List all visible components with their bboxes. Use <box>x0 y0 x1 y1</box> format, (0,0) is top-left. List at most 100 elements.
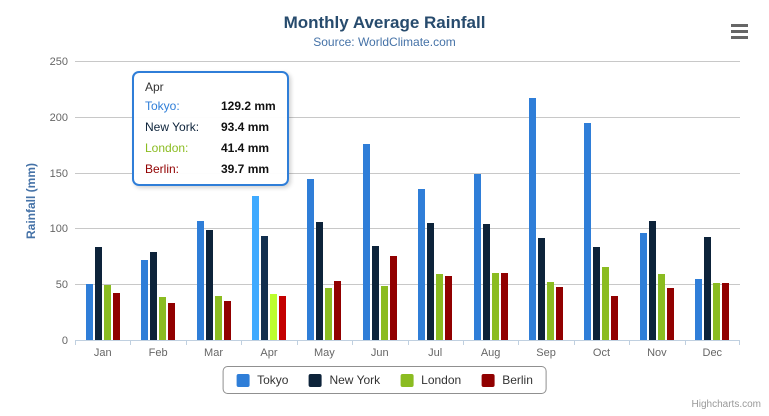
bar-new-york[interactable] <box>205 230 213 340</box>
legend-item-berlin[interactable]: Berlin <box>481 373 533 387</box>
bar-berlin[interactable] <box>168 303 176 340</box>
bar-london[interactable] <box>380 286 388 340</box>
bar-berlin[interactable] <box>112 293 120 340</box>
category-group-aug <box>463 62 518 340</box>
bar-tokyo[interactable] <box>473 174 481 340</box>
x-category-label: Sep <box>536 347 556 359</box>
bar-london[interactable] <box>547 282 555 340</box>
bar-london[interactable] <box>602 267 610 340</box>
bar-london[interactable] <box>269 294 277 340</box>
bar-tokyo[interactable] <box>418 189 426 340</box>
bar-berlin[interactable] <box>445 276 453 340</box>
bar-berlin[interactable] <box>500 273 508 340</box>
bar-new-york[interactable] <box>427 223 435 340</box>
legend-item-new-york[interactable]: New York <box>308 373 380 387</box>
category-group-jun <box>352 62 407 340</box>
bar-berlin[interactable] <box>223 301 231 340</box>
y-tick-label: 0 <box>61 335 68 347</box>
category-group-jul <box>408 62 463 340</box>
x-tick-mark <box>130 340 131 345</box>
tooltip-series-name: Tokyo: <box>145 99 180 113</box>
bar-tokyo[interactable] <box>529 98 537 340</box>
category-group-nov <box>629 62 684 340</box>
bar-new-york[interactable] <box>94 247 102 340</box>
legend-item-london[interactable]: London <box>400 373 461 387</box>
bar-tokyo[interactable] <box>362 144 370 340</box>
x-tick-mark <box>739 340 740 345</box>
x-tick-mark <box>463 340 464 345</box>
x-category-label: Oct <box>592 347 611 359</box>
x-category-label: Jan <box>93 347 112 359</box>
x-category-label: Feb <box>148 347 168 359</box>
bar-london[interactable] <box>713 283 721 340</box>
bar-tokyo[interactable] <box>251 196 259 340</box>
legend-swatch-icon <box>308 373 322 387</box>
bar-tokyo[interactable] <box>639 233 647 340</box>
gridline <box>75 61 740 62</box>
y-tick-label: 250 <box>49 56 68 68</box>
category-group-mar <box>186 62 241 340</box>
bar-tokyo[interactable] <box>141 260 149 340</box>
legend-swatch-icon <box>236 373 250 387</box>
tooltip-rows: Tokyo: 129.2 mm New York: 93.4 mm London: 41.… <box>145 99 276 176</box>
legend-label: Berlin <box>502 373 533 387</box>
category-group-may <box>297 62 352 340</box>
x-category-label: Mar <box>204 347 223 359</box>
gridline <box>75 228 740 230</box>
x-category-label: Jul <box>428 347 443 359</box>
bar-berlin[interactable] <box>556 287 564 340</box>
bar-tokyo[interactable] <box>196 221 204 340</box>
bar-london[interactable] <box>657 274 665 340</box>
bar-new-york[interactable] <box>704 237 712 340</box>
legend-item-tokyo[interactable]: Tokyo <box>236 373 288 387</box>
y-tick-label: 50 <box>55 279 68 292</box>
bar-london[interactable] <box>436 274 444 340</box>
hamburger-icon <box>730 23 748 27</box>
hamburger-icon <box>730 29 748 33</box>
tooltip-series-value: 129.2 mm <box>221 99 276 113</box>
bar-london[interactable] <box>491 273 499 340</box>
bar-london[interactable] <box>103 285 111 340</box>
bar-berlin[interactable] <box>666 288 674 340</box>
plot-area: Jan Feb Mar Apr May Jun Jul Aug Sep Oct Nov Dec <box>75 61 740 359</box>
bar-berlin[interactable] <box>334 281 342 340</box>
bar-new-york[interactable] <box>150 252 158 340</box>
tooltip-series-value: 93.4 mm <box>221 120 270 134</box>
bar-tokyo[interactable] <box>584 123 592 340</box>
x-category-label: Jun <box>370 347 389 359</box>
bar-london[interactable] <box>159 297 167 340</box>
category-group-sep <box>518 62 573 340</box>
legend-label: London <box>421 373 462 387</box>
legend: Tokyo New York London Berlin <box>222 366 547 394</box>
bar-berlin[interactable] <box>278 296 286 340</box>
bar-tokyo[interactable] <box>307 179 315 340</box>
gridline <box>75 116 740 118</box>
bar-london[interactable] <box>214 296 222 340</box>
bar-new-york[interactable] <box>371 246 379 340</box>
category-group-feb <box>130 62 185 340</box>
tooltip-series-name: London: <box>145 141 189 155</box>
tooltip-series-name: Berlin: <box>145 162 180 176</box>
bar-berlin[interactable] <box>611 296 619 340</box>
bar-new-york[interactable] <box>538 238 546 340</box>
bar-tokyo[interactable] <box>695 279 703 340</box>
y-tick-label: 200 <box>49 111 68 124</box>
hamburger-icon <box>730 35 748 39</box>
bar-new-york[interactable] <box>593 247 601 340</box>
tooltip: Apr Tokyo: 129.2 mm New York: 93.4 mm London… <box>132 71 289 186</box>
category-group-apr <box>241 62 296 340</box>
credits-link[interactable]: Highcharts.com <box>691 399 761 410</box>
bar-new-york[interactable] <box>260 236 268 340</box>
gridline <box>75 284 740 286</box>
bar-berlin[interactable] <box>722 283 730 340</box>
bar-new-york[interactable] <box>316 222 324 340</box>
tooltip-series-name: New York: <box>145 120 200 134</box>
x-tick-mark <box>241 340 242 345</box>
bar-new-york[interactable] <box>482 224 490 340</box>
bar-new-york[interactable] <box>648 221 656 340</box>
export-menu-button[interactable] <box>727 21 751 41</box>
bar-berlin[interactable] <box>389 256 397 340</box>
gridline <box>75 172 740 174</box>
bar-tokyo[interactable] <box>85 284 93 340</box>
bar-london[interactable] <box>325 288 333 340</box>
